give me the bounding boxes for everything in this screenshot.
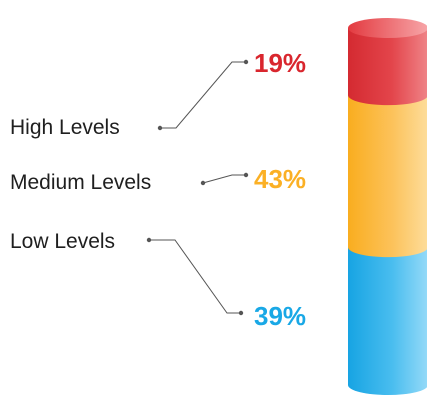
percent-label-high-levels: 19% [254,48,306,78]
leader-dot-medium-levels [200,180,206,186]
leader-dot-low-levels [146,237,152,243]
leader-end-dot-medium-levels [243,172,249,178]
leader-line-high-levels [160,61,246,129]
leader-line-medium-levels [202,174,246,184]
legend-label-low-levels: Low Levels [10,230,115,253]
percent-label-low-levels: 39% [254,301,306,331]
cylinder-segment-medium-levels [348,95,427,258]
leader-dot-high-levels [157,125,163,131]
leader-end-dot-low-levels [238,310,244,316]
cylinder [348,18,427,395]
cylinder-top-cap [348,18,427,38]
percent-label-medium-levels: 43% [254,164,306,194]
cylinder-segment-high-levels [348,28,427,106]
legend: High Levels 19% Medium Levels 43% Low Levels… [10,48,306,331]
cylinder-segment-low-levels [348,247,427,395]
leader-end-dot-high-levels [243,59,249,65]
legend-label-high-levels: High Levels [10,116,120,139]
legend-label-medium-levels: Medium Levels [10,171,151,194]
leader-line-low-levels [149,239,241,314]
